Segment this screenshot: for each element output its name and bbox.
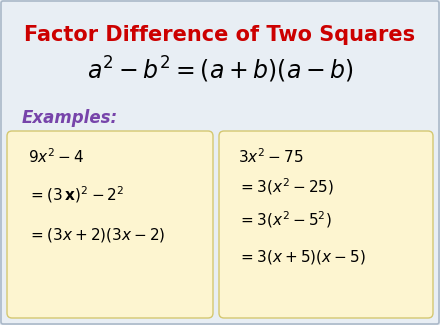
Text: $3x^2 - 75$: $3x^2 - 75$ xyxy=(238,148,304,166)
Text: $= 3(x^2 - 25)$: $= 3(x^2 - 25)$ xyxy=(238,177,334,197)
Text: $= (3\,\mathbf{x})^2 - 2^2$: $= (3\,\mathbf{x})^2 - 2^2$ xyxy=(28,185,124,205)
FancyBboxPatch shape xyxy=(7,131,213,318)
Text: $9x^2 - 4$: $9x^2 - 4$ xyxy=(28,148,84,166)
FancyBboxPatch shape xyxy=(219,131,433,318)
Text: $= (3x+2)(3x-2)$: $= (3x+2)(3x-2)$ xyxy=(28,226,165,244)
Text: $= 3(x^2 - 5^2)$: $= 3(x^2 - 5^2)$ xyxy=(238,210,332,230)
Text: $= 3(x+5)(x-5)$: $= 3(x+5)(x-5)$ xyxy=(238,248,366,266)
Text: Factor Difference of Two Squares: Factor Difference of Two Squares xyxy=(25,25,415,45)
Text: Examples:: Examples: xyxy=(22,109,118,127)
Text: $a^2 - b^2 = (a+b)(a-b)$: $a^2 - b^2 = (a+b)(a-b)$ xyxy=(87,55,353,85)
